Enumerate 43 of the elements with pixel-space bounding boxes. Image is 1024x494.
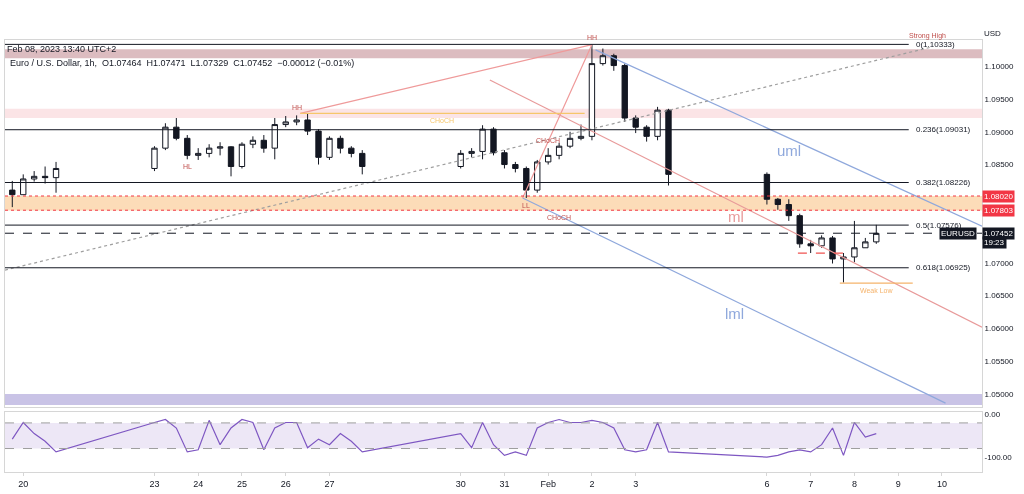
x-tick-label: 27 xyxy=(324,478,335,489)
y-tick-label: 1.06000 xyxy=(984,324,1015,334)
ref-line-label: 1.07803 xyxy=(984,206,1014,215)
ref-line-label: 0.382(1.08226) xyxy=(916,178,971,187)
y-tick-label: 1.08500 xyxy=(984,160,1015,170)
annotation: 19:23 xyxy=(984,238,1005,247)
series-label: uml xyxy=(777,142,802,159)
y-tick-label: 1.10000 xyxy=(984,62,1015,72)
x-tick-label: 9 xyxy=(895,478,901,489)
series-label: lml xyxy=(725,305,745,322)
annotation: Feb 08, 2023 13:40 UTC+2 xyxy=(7,44,117,54)
x-tick-label: 25 xyxy=(236,478,247,489)
x-tick-label: 2 xyxy=(589,478,595,489)
x-tick-label: 7 xyxy=(808,478,814,489)
y-tick-label: 0.00 xyxy=(984,410,1001,420)
x-tick-label: 20 xyxy=(18,478,29,489)
y-tick-label: 1.06500 xyxy=(984,291,1015,301)
ref-line-label: EURUSD xyxy=(941,229,975,238)
x-tick-label: 3 xyxy=(633,478,639,489)
text: Euro / U.S. Dollar, 1h, O1.07464 H1.07471 L1.07329 C1.07452 −0.00012 (−0.01%) xyxy=(10,58,355,68)
y-tick-label: 1.09500 xyxy=(984,94,1015,104)
ref-line-label: 1.08020 xyxy=(984,192,1014,201)
x-tick-label: 23 xyxy=(149,478,160,489)
x-tick-label: 24 xyxy=(193,478,204,489)
y-tick-label: 1.05500 xyxy=(984,356,1015,366)
y-axis-title: USD xyxy=(984,29,1002,38)
ref-line-label: 0(1.10333) xyxy=(916,40,956,49)
x-tick-label: 8 xyxy=(851,478,857,489)
y-tick-label: 1.05000 xyxy=(984,389,1015,399)
annotation: 1.07452 xyxy=(984,229,1014,238)
x-tick-label: 10 xyxy=(936,478,947,489)
x-tick-label: 31 xyxy=(499,478,510,489)
x-tick-label: 26 xyxy=(280,478,291,489)
x-tick-label: 30 xyxy=(455,478,466,489)
series-label: ml xyxy=(728,208,744,225)
y-tick-label: -100.00 xyxy=(984,452,1013,462)
y-tick-label: 1.09000 xyxy=(984,127,1015,137)
ref-line-label: 0.236(1.09031) xyxy=(916,125,971,134)
y-tick-label: 1.07000 xyxy=(984,258,1015,268)
ref-line-label: 0.5(1.07576) xyxy=(916,221,962,230)
x-tick-label: 6 xyxy=(764,478,770,489)
ref-line-label: 0.618(1.06925) xyxy=(916,263,971,272)
x-tick-label: Feb xyxy=(540,478,556,489)
